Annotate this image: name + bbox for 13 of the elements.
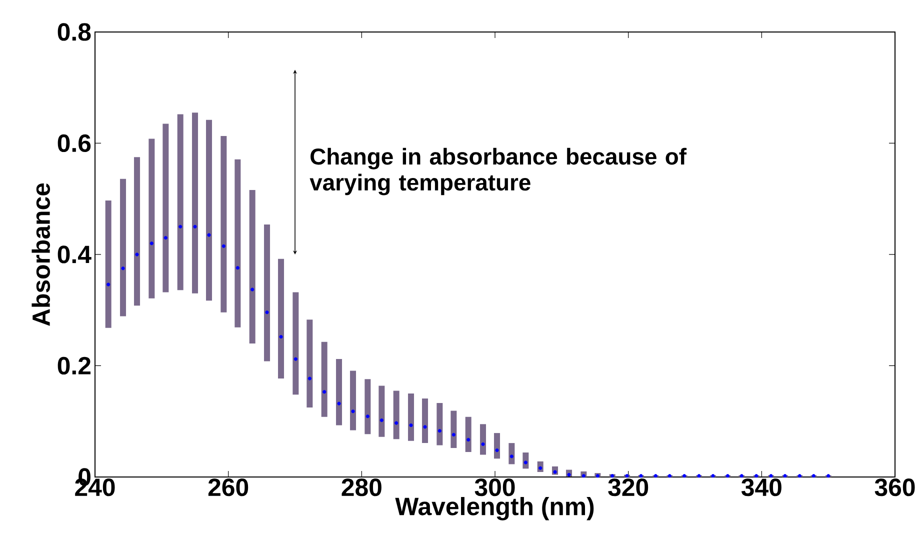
x-tick-label: 300 [474,478,515,496]
annotation: Change in absorbance because of varying temperature [310,148,687,196]
y-axis-title: Absorbance [32,183,50,326]
y-tick-label: 0.6 [58,134,91,152]
x-axis-title: Wavelength (nm) [395,497,594,520]
x-tick-label: 360 [874,478,915,496]
y-tick-label: 0.4 [58,246,92,264]
x-tick-label: 320 [608,478,648,496]
x-tick-label: 260 [208,478,248,496]
y-tick-label: 0.2 [58,356,90,375]
x-tick-label: 340 [741,478,782,496]
x-tick-label: 280 [342,478,382,496]
y-tick-label: 0.8 [58,23,91,41]
